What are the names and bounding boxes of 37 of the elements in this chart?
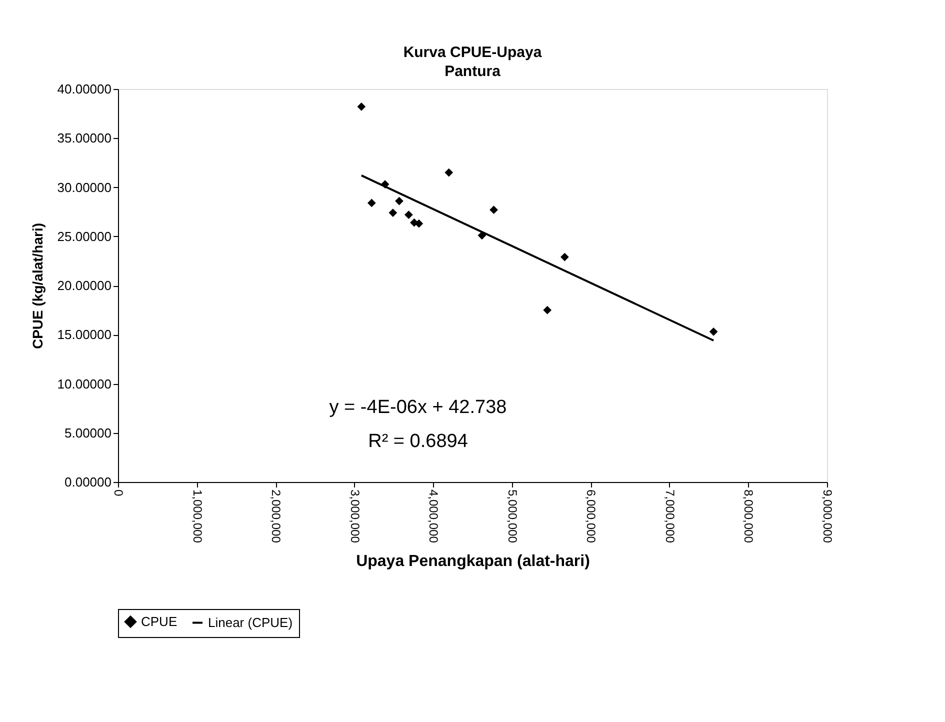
point — [543, 306, 552, 314]
x-tick-label: 6,000,000 — [584, 490, 598, 544]
y-tick-label: 20.00000 — [57, 278, 112, 293]
point — [444, 168, 454, 177]
chart-title: Kurva CPUE-Upaya — [403, 44, 542, 61]
x-tick-label: 5,000,000 — [505, 490, 520, 544]
x-tick-label: 2,000,000 — [269, 490, 284, 544]
point — [367, 198, 376, 208]
x-tick-label: 3,000,000 — [348, 490, 362, 544]
point — [404, 210, 413, 219]
y-tick-label: 15.00000 — [57, 327, 112, 342]
y-tick-label: 5.00000 — [64, 425, 112, 440]
point — [395, 196, 404, 206]
point — [357, 102, 366, 111]
annotation: y = -4E-06x + 42.738 — [329, 397, 507, 418]
y-tick-label: 35.00000 — [57, 130, 112, 146]
annotation: R² = 0.6894 — [368, 431, 468, 452]
x-tick-label: 8,000,000 — [742, 490, 756, 544]
chart-subtitle: Pantura — [444, 63, 502, 80]
x-tick-label: 7,000,000 — [662, 490, 677, 544]
point — [560, 252, 569, 262]
point — [490, 206, 498, 214]
x-axis-title: Upaya Penangkapan (alat-hari) — [356, 552, 590, 570]
y-axis-title: CPUE (kg/alat/hari) — [29, 222, 46, 350]
legend-label: CPUE — [141, 614, 178, 629]
x-tick-label: 1,000,000 — [190, 490, 204, 544]
y-tick-label: 25.00000 — [57, 228, 112, 244]
y-tick-label: 10.00000 — [57, 376, 112, 392]
x-tick-label: 4,000,000 — [426, 490, 441, 544]
point — [709, 327, 718, 336]
legend-label: Linear (CPUE) — [208, 614, 293, 630]
x-tick-label: 0 — [112, 490, 126, 496]
y-tick-label: 0.00000 — [64, 474, 112, 490]
y-tick-label: 40.00000 — [57, 82, 112, 96]
y-tick-label: 30.00000 — [57, 180, 112, 195]
x-tick-label: 9,000,000 — [820, 490, 834, 544]
point — [388, 208, 398, 217]
